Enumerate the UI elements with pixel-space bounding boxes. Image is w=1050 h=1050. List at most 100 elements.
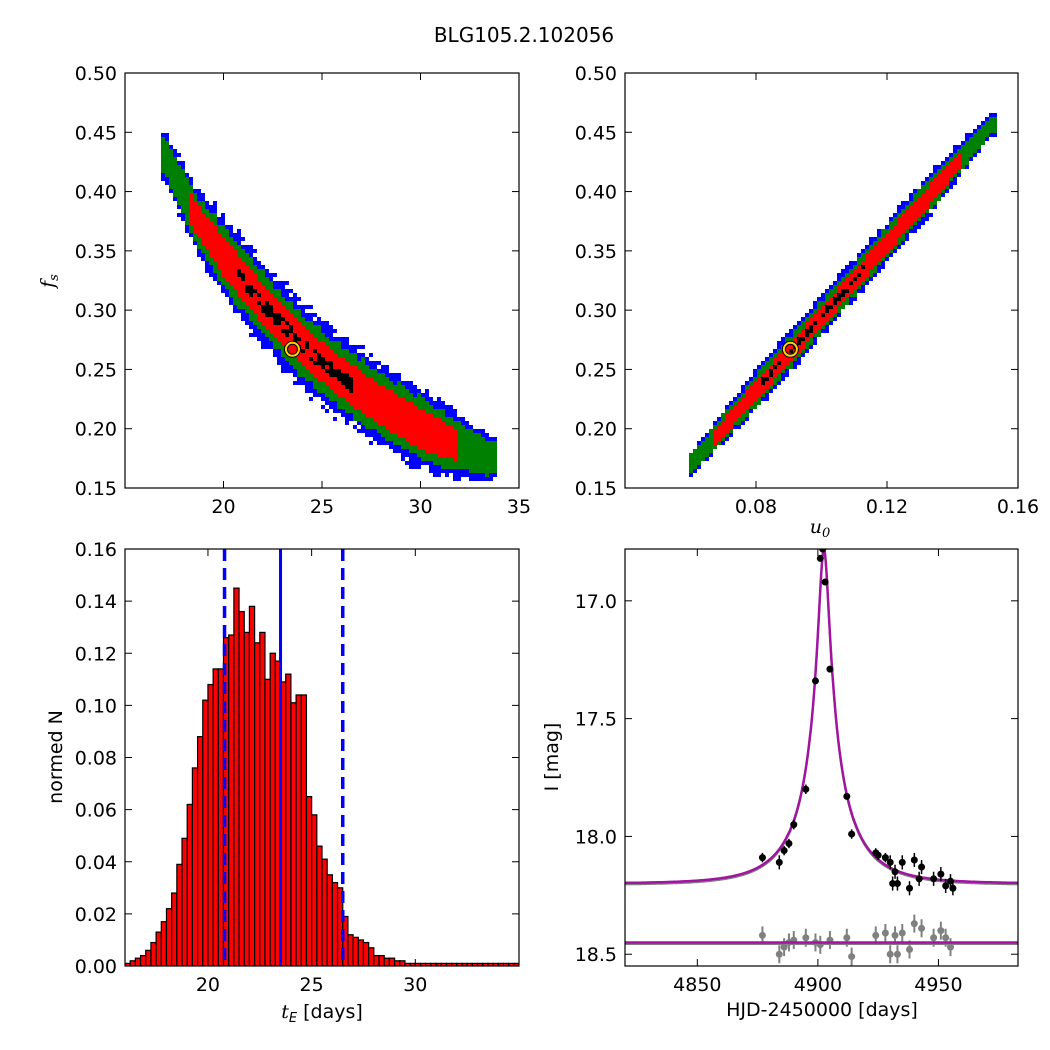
posterior-cell	[201, 253, 205, 257]
posterior-cell	[449, 425, 453, 429]
posterior-cell	[221, 285, 225, 289]
posterior-cell	[801, 317, 805, 321]
posterior-cell	[369, 421, 373, 425]
posterior-cell	[313, 333, 317, 337]
posterior-cell	[273, 337, 277, 341]
posterior-cell	[189, 177, 193, 181]
posterior-cell	[901, 213, 905, 217]
posterior-cell	[725, 421, 729, 425]
posterior-cell	[273, 317, 277, 321]
posterior-cell	[273, 313, 277, 317]
posterior-cell	[945, 169, 949, 173]
posterior-cell	[229, 269, 233, 273]
posterior-cell	[425, 397, 429, 401]
figure-title: BLG105.2.102056	[434, 23, 614, 47]
posterior-cell	[877, 265, 881, 269]
posterior-cell	[897, 205, 901, 209]
posterior-cell	[337, 377, 341, 381]
posterior-cell	[309, 329, 313, 333]
posterior-cell	[925, 213, 929, 217]
posterior-cell	[849, 273, 853, 277]
posterior-cell	[925, 177, 929, 181]
posterior-cell	[205, 269, 209, 273]
posterior-cell	[417, 421, 421, 425]
posterior-cell	[201, 217, 205, 221]
posterior-cell	[389, 429, 393, 433]
posterior-cell	[329, 389, 333, 393]
posterior-cell	[233, 277, 237, 281]
posterior-cell	[489, 465, 493, 469]
posterior-cell	[461, 417, 465, 421]
posterior-cell	[493, 441, 497, 445]
posterior-cell	[237, 273, 241, 277]
posterior-cell	[733, 397, 737, 401]
posterior-cell	[213, 277, 217, 281]
posterior-cell	[377, 429, 381, 433]
posterior-cell	[929, 201, 933, 205]
posterior-cell	[913, 225, 917, 229]
posterior-cell	[457, 477, 461, 481]
posterior-cell	[237, 245, 241, 249]
posterior-cell	[409, 393, 413, 397]
posterior-cell	[229, 293, 233, 297]
posterior-cell	[889, 233, 893, 237]
data-point	[889, 880, 897, 888]
posterior-cell	[373, 425, 377, 429]
posterior-cell	[161, 169, 165, 173]
posterior-cell	[161, 153, 165, 157]
posterior-cell	[317, 333, 321, 337]
posterior-cell	[369, 441, 373, 445]
posterior-cell	[449, 449, 453, 453]
posterior-cell	[377, 425, 381, 429]
posterior-cell	[909, 229, 913, 233]
histogram-bar	[233, 587, 240, 966]
posterior-cell	[249, 261, 253, 265]
posterior-cell	[333, 341, 337, 345]
posterior-cell	[861, 273, 865, 277]
posterior-cell	[445, 445, 449, 449]
posterior-cell	[453, 441, 457, 445]
posterior-cell	[781, 357, 785, 361]
posterior-cell	[217, 233, 221, 237]
y-tick-label: 0.40	[75, 182, 117, 204]
posterior-cell	[973, 129, 977, 133]
posterior-cell	[169, 149, 173, 153]
posterior-cell	[241, 269, 245, 273]
posterior-cell	[397, 441, 401, 445]
posterior-cell	[393, 449, 397, 453]
posterior-cell	[965, 133, 969, 137]
posterior-cell	[229, 245, 233, 249]
posterior-cell	[845, 297, 849, 301]
posterior-cell	[397, 437, 401, 441]
posterior-cell	[221, 281, 225, 285]
x-axis-label: u0	[810, 516, 831, 541]
posterior-cell	[269, 277, 273, 281]
data-point	[937, 870, 945, 878]
y-tick-label: 0.40	[575, 182, 617, 204]
posterior-cell	[933, 201, 937, 205]
posterior-cell	[397, 409, 401, 413]
posterior-cell	[793, 325, 797, 329]
posterior-cell	[889, 221, 893, 225]
posterior-cell	[349, 377, 353, 381]
posterior-cell	[425, 421, 429, 425]
posterior-cell	[953, 157, 957, 161]
posterior-cell	[297, 373, 301, 377]
posterior-cell	[973, 153, 977, 157]
posterior-cell	[365, 369, 369, 373]
posterior-cell	[165, 165, 169, 169]
posterior-cell	[193, 197, 197, 201]
residual-point	[930, 934, 938, 942]
posterior-cell	[941, 185, 945, 189]
posterior-cell	[349, 381, 353, 385]
posterior-cell	[889, 253, 893, 257]
posterior-cell	[909, 205, 913, 209]
posterior-cell	[437, 401, 441, 405]
posterior-cell	[189, 213, 193, 217]
posterior-cell	[713, 433, 717, 437]
posterior-cell	[173, 193, 177, 197]
posterior-cell	[865, 253, 869, 257]
posterior-cell	[313, 345, 317, 349]
posterior-cell	[825, 317, 829, 321]
posterior-cell	[305, 365, 309, 369]
